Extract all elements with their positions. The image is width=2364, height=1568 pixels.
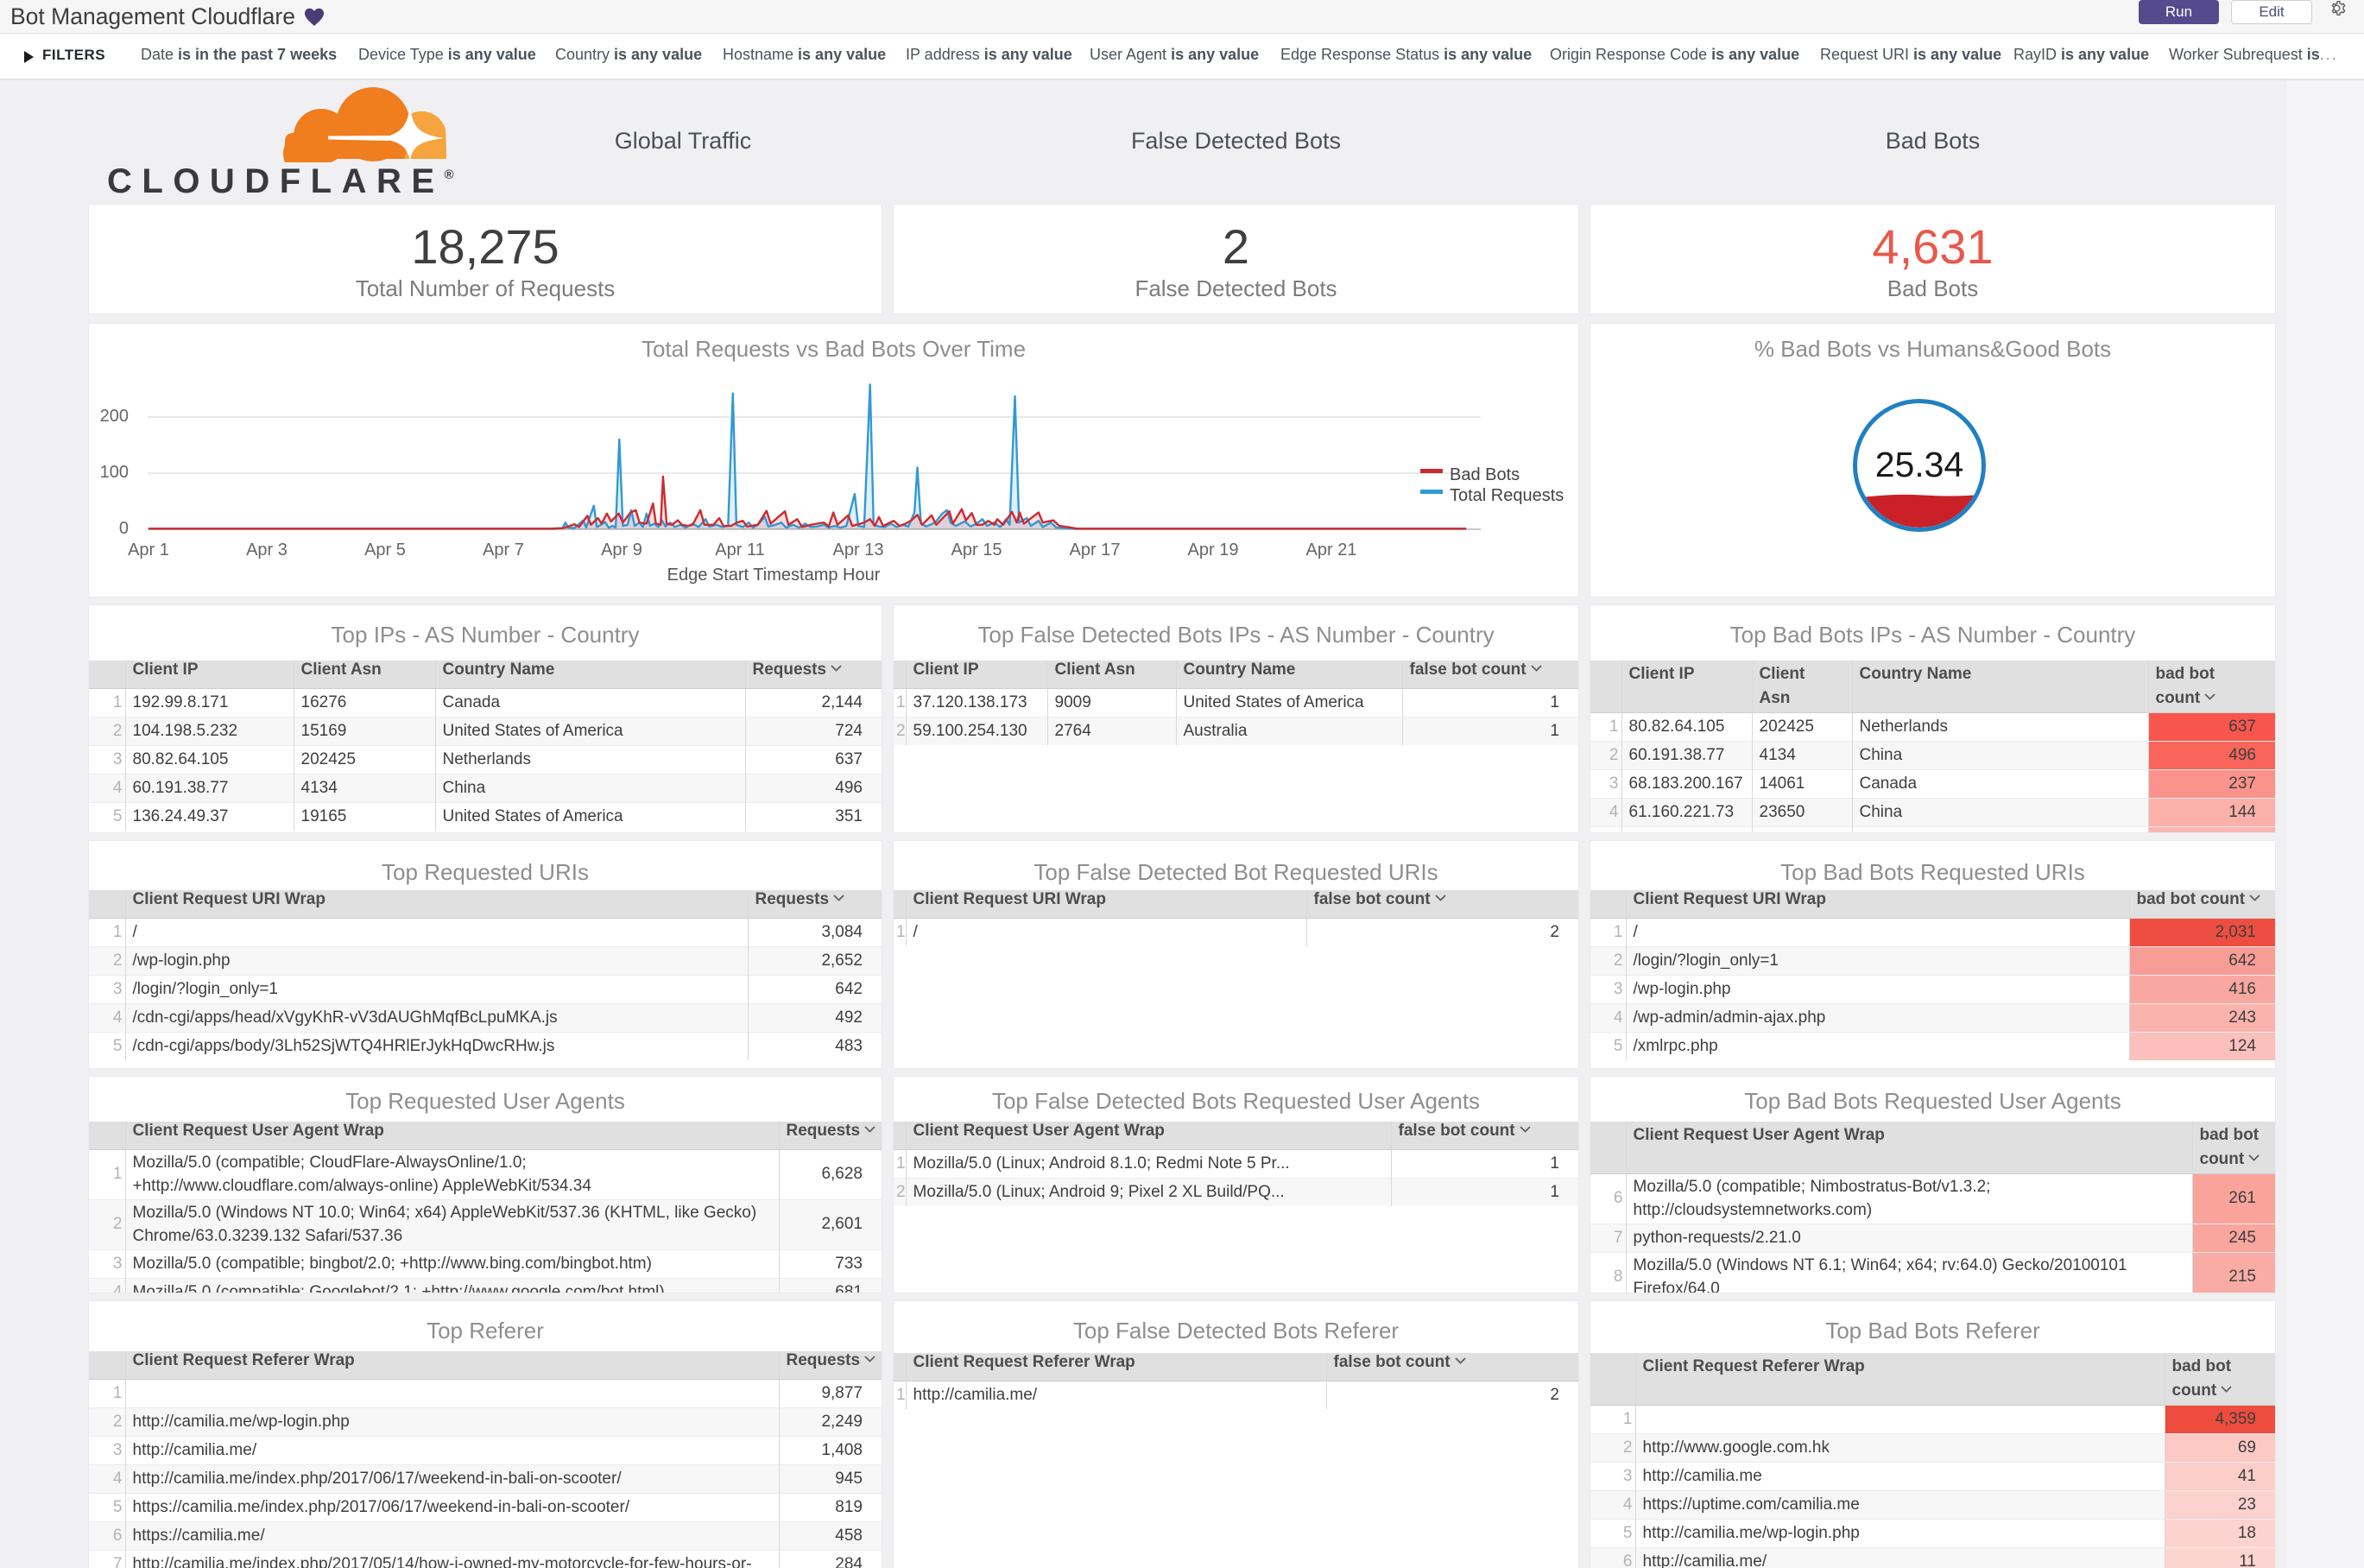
svg-text:Total Requests: Total Requests — [1450, 486, 1564, 505]
svg-text:Apr 13: Apr 13 — [833, 541, 884, 560]
svg-text:Apr 7: Apr 7 — [483, 541, 524, 560]
svg-text:200: 200 — [100, 407, 129, 426]
svg-text:Apr 9: Apr 9 — [601, 541, 642, 560]
svg-text:Bad Bots: Bad Bots — [1450, 465, 1520, 484]
svg-text:Apr 17: Apr 17 — [1070, 541, 1121, 560]
svg-text:100: 100 — [100, 463, 129, 482]
svg-text:Apr 3: Apr 3 — [246, 541, 288, 560]
svg-text:0: 0 — [119, 519, 129, 538]
svg-text:Edge Start Timestamp Hour: Edge Start Timestamp Hour — [667, 566, 881, 585]
svg-text:25.34: 25.34 — [1875, 445, 1964, 484]
svg-text:Apr 19: Apr 19 — [1188, 541, 1239, 560]
svg-text:Apr 15: Apr 15 — [951, 541, 1002, 560]
svg-text:Apr 11: Apr 11 — [715, 541, 764, 560]
svg-text:Apr 5: Apr 5 — [364, 541, 406, 560]
svg-text:Apr 1: Apr 1 — [128, 541, 169, 560]
svg-text:Apr 21: Apr 21 — [1306, 541, 1357, 560]
